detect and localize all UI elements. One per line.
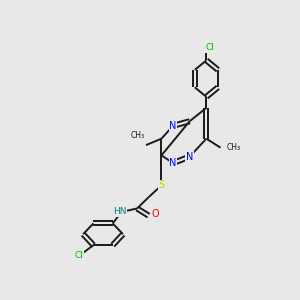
- Text: HN: HN: [113, 207, 126, 216]
- Text: O: O: [152, 209, 160, 219]
- Text: Cl: Cl: [74, 251, 83, 260]
- Text: N: N: [169, 121, 177, 131]
- Text: N: N: [186, 152, 194, 162]
- Text: S: S: [158, 180, 164, 190]
- Text: Cl: Cl: [205, 43, 214, 52]
- Text: CH₃: CH₃: [226, 143, 240, 152]
- Text: N: N: [169, 158, 177, 168]
- Text: CH₃: CH₃: [130, 131, 145, 140]
